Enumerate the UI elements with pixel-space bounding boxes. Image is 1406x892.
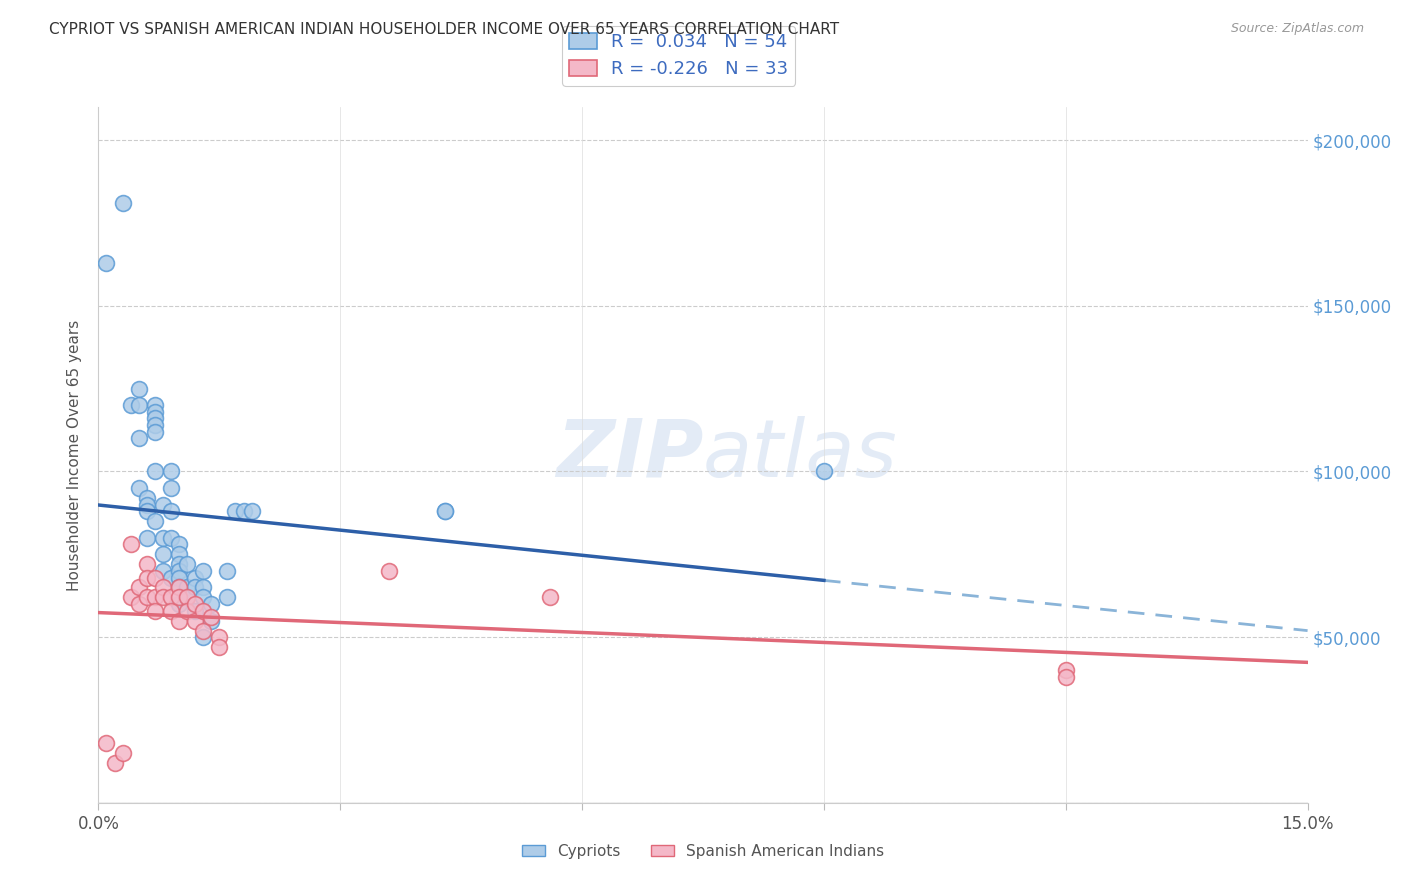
Point — [167, 597, 190, 611]
Point — [217, 591, 239, 605]
Point — [160, 465, 183, 479]
Point — [96, 736, 118, 750]
Legend: Cypriots, Spanish American Indians: Cypriots, Spanish American Indians — [516, 838, 890, 864]
Point — [128, 398, 150, 412]
Point — [152, 547, 174, 561]
Point — [160, 504, 183, 518]
Point — [128, 382, 150, 396]
Point — [184, 614, 207, 628]
Point — [135, 591, 157, 605]
Point — [434, 504, 457, 518]
Point — [184, 597, 207, 611]
Point — [176, 581, 198, 595]
Text: CYPRIOT VS SPANISH AMERICAN INDIAN HOUSEHOLDER INCOME OVER 65 YEARS CORRELATION : CYPRIOT VS SPANISH AMERICAN INDIAN HOUSE… — [49, 22, 839, 37]
Point — [103, 756, 125, 770]
Point — [193, 591, 215, 605]
Point — [176, 604, 198, 618]
Point — [232, 504, 254, 518]
Point — [152, 531, 174, 545]
Point — [434, 504, 457, 518]
Point — [184, 581, 207, 595]
Point — [184, 570, 207, 584]
Y-axis label: Householder Income Over 65 years: Householder Income Over 65 years — [67, 319, 83, 591]
Point — [176, 591, 198, 605]
Point — [1054, 663, 1077, 677]
Point — [111, 746, 134, 760]
Point — [128, 481, 150, 495]
Point — [167, 614, 190, 628]
Point — [111, 196, 134, 211]
Point — [217, 564, 239, 578]
Point — [128, 597, 150, 611]
Point — [240, 504, 263, 518]
Point — [120, 398, 142, 412]
Point — [208, 640, 231, 654]
Point — [224, 504, 246, 518]
Point — [538, 591, 561, 605]
Point — [167, 547, 190, 561]
Text: atlas: atlas — [703, 416, 898, 494]
Point — [160, 481, 183, 495]
Point — [143, 405, 166, 419]
Point — [377, 564, 399, 578]
Point — [135, 504, 157, 518]
Point — [152, 591, 174, 605]
Point — [160, 531, 183, 545]
Point — [200, 610, 222, 624]
Point — [167, 537, 190, 551]
Point — [143, 570, 166, 584]
Point — [813, 465, 835, 479]
Point — [193, 581, 215, 595]
Point — [160, 604, 183, 618]
Point — [160, 591, 183, 605]
Point — [176, 591, 198, 605]
Point — [143, 418, 166, 433]
Point — [143, 591, 166, 605]
Point — [167, 581, 190, 595]
Point — [128, 581, 150, 595]
Point — [193, 564, 215, 578]
Point — [208, 630, 231, 644]
Point — [200, 597, 222, 611]
Point — [152, 498, 174, 512]
Point — [135, 558, 157, 572]
Point — [193, 624, 215, 638]
Point — [135, 570, 157, 584]
Point — [167, 570, 190, 584]
Point — [143, 604, 166, 618]
Point — [143, 398, 166, 412]
Point — [160, 570, 183, 584]
Point — [96, 256, 118, 270]
Point — [152, 564, 174, 578]
Point — [167, 564, 190, 578]
Point — [135, 531, 157, 545]
Point — [1054, 670, 1077, 684]
Point — [128, 431, 150, 445]
Point — [167, 581, 190, 595]
Point — [193, 630, 215, 644]
Point — [143, 411, 166, 425]
Point — [120, 591, 142, 605]
Point — [176, 558, 198, 572]
Point — [120, 537, 142, 551]
Point — [143, 425, 166, 439]
Point — [143, 465, 166, 479]
Point — [167, 591, 190, 605]
Point — [200, 614, 222, 628]
Point — [135, 491, 157, 505]
Point — [152, 581, 174, 595]
Point — [167, 558, 190, 572]
Text: ZIP: ZIP — [555, 416, 703, 494]
Point — [143, 514, 166, 528]
Point — [135, 498, 157, 512]
Text: Source: ZipAtlas.com: Source: ZipAtlas.com — [1230, 22, 1364, 36]
Point — [193, 604, 215, 618]
Point — [184, 604, 207, 618]
